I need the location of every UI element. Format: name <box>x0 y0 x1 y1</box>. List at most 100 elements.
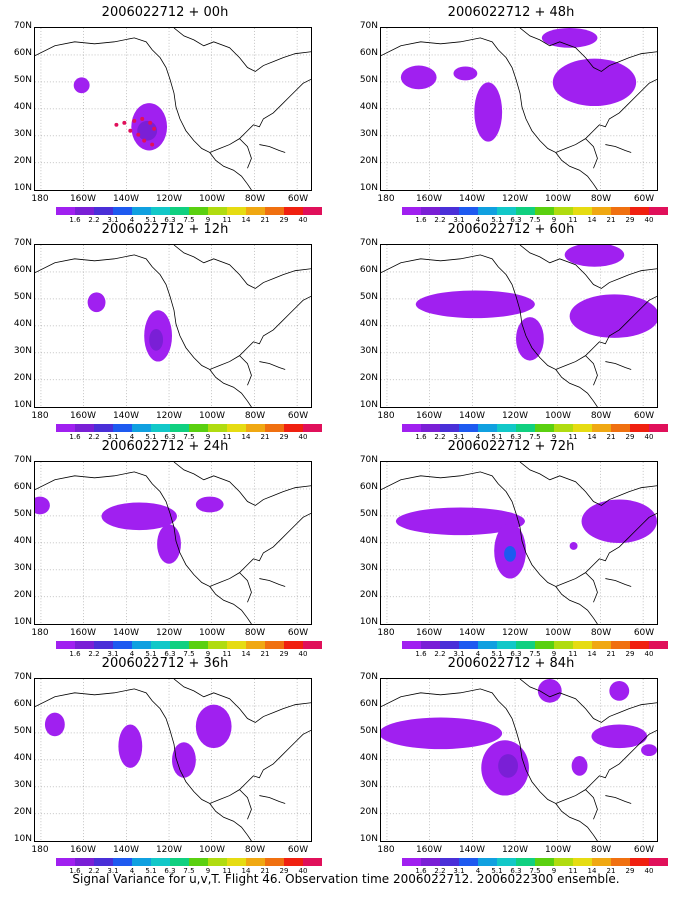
colorbar-label: 5.1 <box>145 867 157 875</box>
y-tick-label: 10N <box>13 400 32 410</box>
colorbar-swatch <box>246 641 265 649</box>
colorbar-swatch <box>573 641 592 649</box>
map-frame <box>34 244 312 408</box>
colorbar-swatch <box>611 858 630 866</box>
colorbar-label: 40 <box>298 867 308 875</box>
colorbar-label: 4 <box>129 650 135 658</box>
colorbar-swatch <box>113 207 132 215</box>
y-tick-label: 40N <box>13 102 32 112</box>
colorbar-label: 29 <box>625 216 635 224</box>
colorbar-swatch <box>554 207 573 215</box>
variance-contour <box>35 496 50 515</box>
colorbar-swatch <box>246 207 265 215</box>
colorbar-label: 6.3 <box>510 216 522 224</box>
figure-caption: Signal Variance for u,v,T. Flight 46. Ob… <box>72 872 620 886</box>
coastline <box>259 578 286 587</box>
y-tick-label: 50N <box>359 726 378 736</box>
observation-dot <box>148 120 153 125</box>
colorbar-swatch <box>113 424 132 432</box>
colorbar <box>56 641 322 649</box>
y-tick-label: 30N <box>359 780 378 790</box>
colorbar-label: 2.2 <box>434 216 446 224</box>
colorbar-label: 29 <box>625 433 635 441</box>
colorbar-swatch <box>497 424 516 432</box>
x-tick-label: 100W <box>544 628 572 638</box>
x-tick-label: 140W <box>112 411 140 421</box>
map-svg <box>381 679 657 841</box>
colorbar-label: 14 <box>587 867 597 875</box>
colorbar-labels: 1.6 2.2 3.1 4 5.1 6.3 7.5 9 11 14 21 29 40 <box>402 650 658 659</box>
variance-contour <box>172 742 196 778</box>
colorbar-swatch <box>170 641 189 649</box>
colorbar-swatch <box>611 641 630 649</box>
colorbar-label: 7.5 <box>183 216 195 224</box>
variance-contour <box>537 679 562 703</box>
colorbar-label: 7.5 <box>529 433 541 441</box>
map-svg <box>381 462 657 624</box>
colorbar-label: 9 <box>551 433 557 441</box>
variance-contour <box>195 704 232 749</box>
variance-contour <box>516 317 544 361</box>
coastline <box>381 688 657 804</box>
colorbar-label: 6.3 <box>510 867 522 875</box>
colorbar-label: 6.3 <box>164 650 176 658</box>
map-frame <box>380 678 658 842</box>
y-tick-label: 50N <box>13 726 32 736</box>
coastline <box>585 138 598 169</box>
colorbar <box>402 858 668 866</box>
colorbar-swatch <box>246 424 265 432</box>
colorbar-swatch <box>56 207 75 215</box>
colorbar-swatch <box>132 424 151 432</box>
x-tick-label: 80W <box>590 845 612 855</box>
colorbar-swatch <box>151 858 170 866</box>
y-tick-label: 40N <box>13 319 32 329</box>
colorbar-swatch <box>459 424 478 432</box>
coastline <box>519 462 657 506</box>
x-tick-label: 60W <box>287 411 309 421</box>
x-tick-label: 180 <box>377 845 395 855</box>
colorbar-swatch <box>284 207 303 215</box>
observation-dot <box>150 142 155 147</box>
colorbar-swatch <box>189 641 208 649</box>
colorbar-swatch <box>611 207 630 215</box>
colorbar-label: 6.3 <box>164 433 176 441</box>
map-panel: 2006022712 + 36h 70N 60N 50N 40N 30N 20N 10N 180… <box>0 656 330 875</box>
colorbar-label: 14 <box>587 650 597 658</box>
x-tick-label: 60W <box>287 845 309 855</box>
colorbar-label: 2.2 <box>434 867 446 875</box>
observation-dot <box>132 118 137 123</box>
variance-contour <box>73 77 90 94</box>
x-tick-label: 180 <box>377 628 395 638</box>
colorbar-swatch <box>227 207 246 215</box>
colorbar-label: 6.3 <box>510 433 522 441</box>
colorbar-label: 1.6 <box>69 650 81 658</box>
colorbar-swatch <box>421 858 440 866</box>
coastline <box>259 795 286 804</box>
colorbar-swatch <box>630 641 649 649</box>
colorbar-swatch <box>554 424 573 432</box>
variance-contour <box>381 717 503 750</box>
colorbar-swatch <box>402 424 421 432</box>
coastline <box>173 245 311 289</box>
variance-contour <box>87 292 106 313</box>
colorbar-label: 1.6 <box>69 216 81 224</box>
colorbar-swatch <box>265 207 284 215</box>
colorbar-label: 3.1 <box>107 867 119 875</box>
coastline <box>239 572 252 603</box>
variance-contour <box>137 120 158 141</box>
colorbar-swatch <box>573 207 592 215</box>
y-tick-label: 30N <box>359 346 378 356</box>
map-panel: 2006022712 + 72h 70N 60N 50N 40N 30N 20N 10N 180… <box>346 439 676 658</box>
variance-contour <box>641 744 657 757</box>
x-tick-label: 180 <box>31 845 49 855</box>
observation-dot <box>140 116 145 121</box>
x-tick-label: 160W <box>415 411 443 421</box>
colorbar-label: 4 <box>129 433 135 441</box>
coastline <box>239 355 252 386</box>
colorbar-label: 40 <box>298 433 308 441</box>
coastline <box>519 28 657 72</box>
colorbar-swatch <box>497 641 516 649</box>
colorbar-label: 11 <box>222 433 232 441</box>
x-tick-label: 60W <box>633 628 655 638</box>
y-tick-label: 60N <box>359 48 378 58</box>
